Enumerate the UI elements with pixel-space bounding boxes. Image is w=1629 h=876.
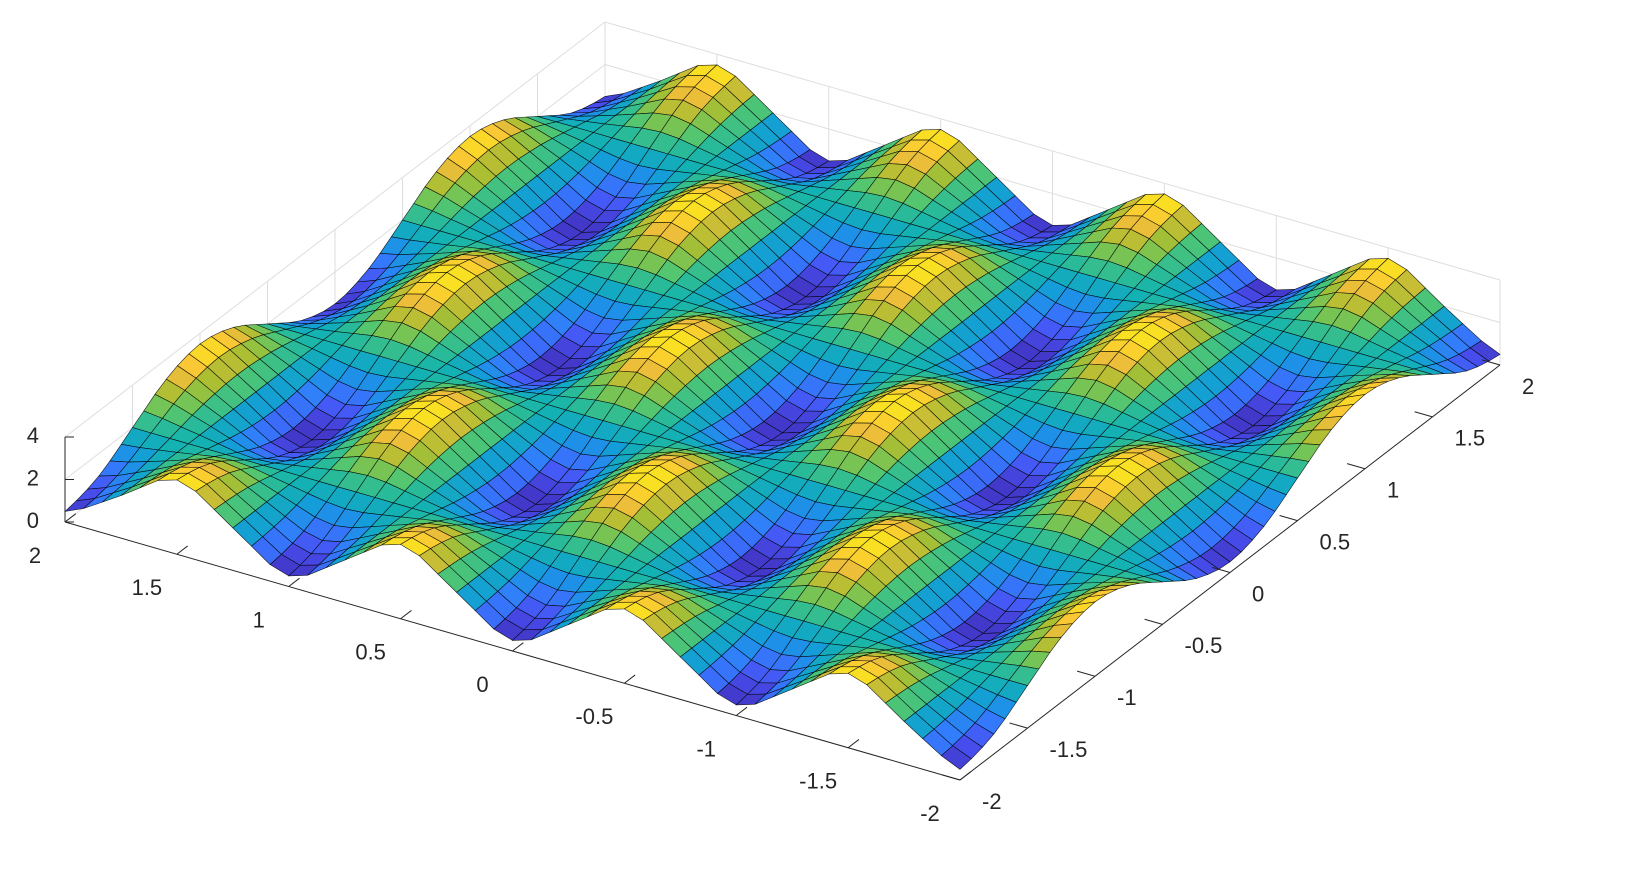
x-tick-label: 2 (29, 543, 41, 568)
y-tick (1414, 411, 1433, 418)
x-tick (64, 513, 77, 523)
y-tick (1009, 722, 1028, 729)
x-tick-label: 1.5 (132, 575, 163, 600)
y-tick-label: 0.5 (1320, 529, 1351, 554)
x-tick-label: 0.5 (355, 640, 386, 665)
z-tick-label: 4 (27, 423, 39, 448)
y-tick-label: -0.5 (1185, 633, 1223, 658)
y-tick (941, 774, 961, 781)
x-tick-label: -0.5 (575, 704, 613, 729)
y-tick (1211, 566, 1231, 573)
axes: -2 -1.5 -1 -0.5 0 0.5 1 1.5 2 -2 -1.5 -1 -0.5 0 0.5 1 1.… (27, 359, 1534, 826)
x-tick-label: 1 (253, 607, 265, 632)
x-tick-label: 0 (476, 672, 488, 697)
surface-facet (940, 745, 972, 770)
surface (64, 64, 1501, 770)
grid-line (604, 21, 1501, 281)
y-tick (1346, 463, 1366, 470)
x-tick-label: -1 (696, 736, 716, 761)
x-tick (400, 610, 412, 620)
y-tick-label: 1.5 (1455, 426, 1486, 451)
x-tick (735, 706, 748, 716)
x-tick-label: -2 (920, 801, 940, 826)
x-tick (176, 545, 188, 555)
z-tick-label: 2 (27, 465, 39, 490)
y-tick-label: 2 (1522, 374, 1534, 399)
x-tick (288, 577, 300, 587)
grid-line (64, 21, 606, 438)
y-tick-label: -2 (982, 789, 1002, 814)
y-tick (1279, 514, 1298, 522)
x-tick (959, 771, 972, 781)
x-tick (512, 642, 524, 652)
y-tick-label: 0 (1252, 581, 1264, 606)
y-tick-label: -1 (1117, 685, 1137, 710)
x-tick-label: -1.5 (799, 769, 837, 794)
y-tick (1481, 359, 1501, 366)
x-tick (847, 739, 860, 749)
y-tick-label: 1 (1387, 478, 1399, 503)
y-tick (1144, 618, 1163, 625)
z-tick-label: 0 (27, 508, 39, 533)
y-tick (1076, 670, 1096, 677)
x-tick (624, 674, 636, 684)
y-tick-label: -1.5 (1050, 737, 1088, 762)
